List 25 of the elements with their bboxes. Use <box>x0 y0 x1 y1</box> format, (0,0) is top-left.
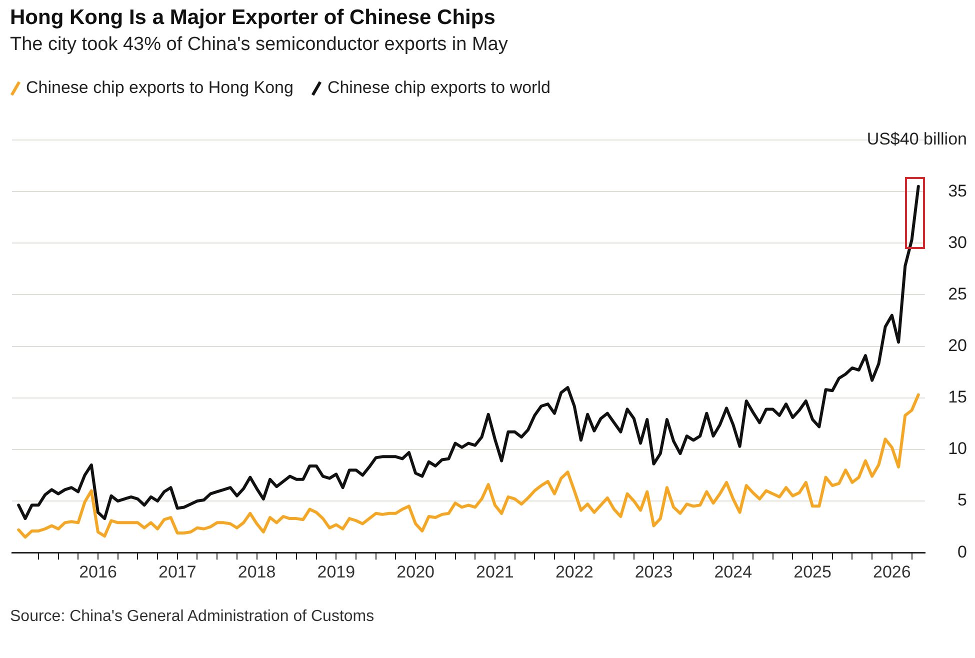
legend-label: Chinese chip exports to world <box>327 78 550 98</box>
x-tick-label: 2025 <box>794 562 832 582</box>
x-tick-label: 2022 <box>555 562 594 582</box>
y-tick-label: 35 <box>948 181 967 200</box>
y-tick-label: 30 <box>948 232 967 252</box>
y-tick-label: 20 <box>948 336 967 355</box>
chart-title: Hong Kong Is a Major Exporter of Chinese Chips <box>10 6 496 30</box>
y-tick-label: US$40 billion <box>866 130 967 149</box>
legend-label: Chinese chip exports to Hong Kong <box>26 78 294 98</box>
x-tick-label: 2026 <box>873 562 911 582</box>
x-tick-label: 2016 <box>79 562 117 582</box>
x-tick-label: 2018 <box>238 562 276 582</box>
x-tick-label: 2023 <box>634 562 673 582</box>
y-tick-label: 15 <box>948 388 967 407</box>
y-tick-label: 10 <box>948 439 967 458</box>
x-tick-label: 2019 <box>317 562 356 582</box>
x-tick-label: 2020 <box>396 562 434 582</box>
x-tick-label: 2017 <box>158 562 196 582</box>
x-tick-label: 2024 <box>714 562 752 582</box>
y-tick-label: 25 <box>948 284 967 304</box>
y-tick-label: 5 <box>958 490 967 510</box>
x-tick-label: 2021 <box>476 562 514 582</box>
y-tick-label: 0 <box>958 542 967 562</box>
chart-subtitle: The city took 43% of China's semiconductor exports in May <box>10 34 508 56</box>
source-note: Source: China's General Administration of Customs <box>10 608 374 626</box>
